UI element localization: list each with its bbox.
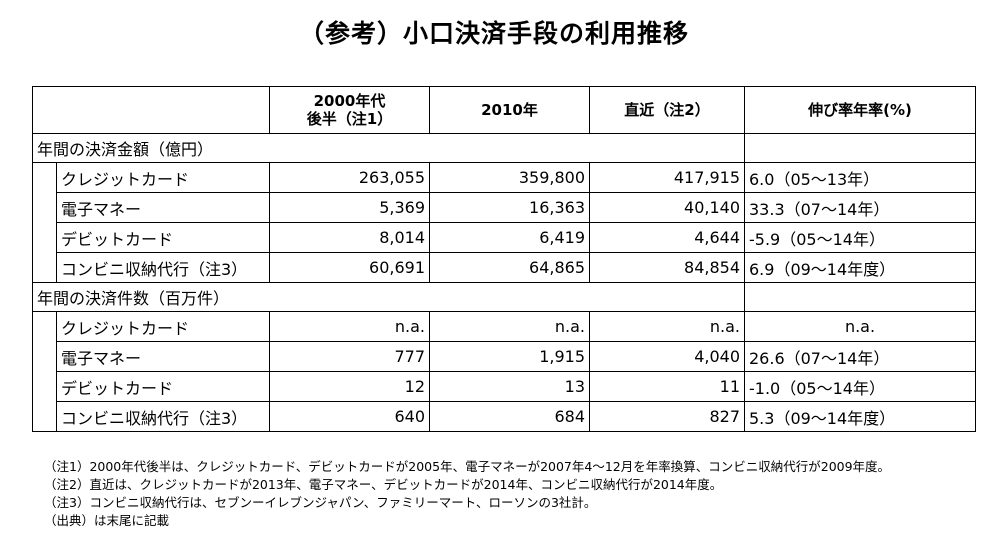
- table-row: コンビニ収納代行（注3） 640 684 827 5.3（09～14年度）: [32, 401, 976, 432]
- table-row: 電子マネー 5,369 16,363 40,140 33.3（07～14年）: [32, 192, 976, 223]
- section-growth-blank: [744, 282, 976, 312]
- value-2000s: 60,691: [269, 252, 430, 283]
- value-2010: 16,363: [429, 192, 590, 223]
- value-2000s: 12: [269, 371, 430, 402]
- note-3: （注3）コンビニ収納代行は、セブンーイレブンジャパン、ファミリーマート、ローソン…: [44, 495, 597, 510]
- value-2000s: 640: [269, 401, 430, 432]
- value-growth: 26.6（07～14年）: [744, 341, 976, 372]
- value-growth: -5.9（05～14年）: [744, 222, 976, 253]
- header-growth: 伸び率年率(%): [744, 86, 976, 134]
- value-2010: 6,419: [429, 222, 590, 253]
- value-2010: 64,865: [429, 252, 590, 283]
- value-recent: 417,915: [589, 162, 745, 193]
- value-recent: 827: [589, 401, 745, 432]
- header-2000s-label: 2000年代 後半（注1）: [306, 92, 393, 128]
- header-recent: 直近（注2）: [589, 86, 745, 134]
- row-indent: [32, 252, 57, 283]
- value-2000s: 8,014: [269, 222, 430, 253]
- section-growth-blank: [744, 133, 976, 163]
- value-2000s: 5,369: [269, 192, 430, 223]
- table-row: デビットカード 12 13 11 -1.0（05～14年）: [32, 371, 976, 402]
- note-source: （出典）は末尾に記載: [44, 513, 170, 528]
- header-2000s: 2000年代 後半（注1）: [269, 86, 430, 134]
- row-name: クレジットカード: [56, 311, 270, 342]
- row-indent: [32, 371, 57, 402]
- value-recent: 11: [589, 371, 745, 402]
- value-2000s: 263,055: [269, 162, 430, 193]
- row-name: クレジットカード: [56, 162, 270, 193]
- row-name: 電子マネー: [56, 341, 270, 372]
- row-indent: [32, 341, 57, 372]
- value-2010: 1,915: [429, 341, 590, 372]
- notes: （注1）2000年代後半は、クレジットカード、デビットカードが2005年、電子マ…: [44, 458, 984, 530]
- value-growth: n.a.: [744, 311, 976, 342]
- header-2010: 2010年: [429, 86, 590, 134]
- section-label: 年間の決済件数（百万件）: [32, 282, 745, 312]
- table-row: クレジットカード n.a. n.a. n.a. n.a.: [32, 311, 976, 342]
- value-recent: 84,854: [589, 252, 745, 283]
- page-title: （参考）小口決済手段の利用推移: [298, 19, 689, 48]
- section-label: 年間の決済金額（億円）: [32, 133, 745, 163]
- header-row: 2000年代 後半（注1） 2010年 直近（注2） 伸び率年率(%): [32, 86, 976, 134]
- note-2: （注2）直近は、クレジットカードが2013年、電子マネー、デビットカードが201…: [44, 477, 723, 492]
- value-recent: n.a.: [589, 311, 745, 342]
- value-growth: 33.3（07～14年）: [744, 192, 976, 223]
- section-row: 年間の決済件数（百万件）: [32, 282, 976, 312]
- table-row: クレジットカード 263,055 359,800 417,915 6.0（05～13年）: [32, 162, 976, 193]
- table-row: 電子マネー 777 1,915 4,040 26.6（07～14年）: [32, 341, 976, 372]
- row-name: 電子マネー: [56, 192, 270, 223]
- value-2010: n.a.: [429, 311, 590, 342]
- value-2010: 359,800: [429, 162, 590, 193]
- value-growth: 6.0（05～13年）: [744, 162, 976, 193]
- row-indent: [32, 162, 57, 193]
- value-recent: 4,644: [589, 222, 745, 253]
- value-recent: 4,040: [589, 341, 745, 372]
- row-indent: [32, 222, 57, 253]
- row-name: デビットカード: [56, 371, 270, 402]
- table-row: コンビニ収納代行（注3） 60,691 64,865 84,854 6.9（09～14年…: [32, 252, 976, 283]
- row-name: デビットカード: [56, 222, 270, 253]
- value-2010: 684: [429, 401, 590, 432]
- header-blank: [32, 86, 270, 134]
- table-row: デビットカード 8,014 6,419 4,644 -5.9（05～14年）: [32, 222, 976, 253]
- value-recent: 40,140: [589, 192, 745, 223]
- value-growth: -1.0（05～14年）: [744, 371, 976, 402]
- row-indent: [32, 192, 57, 223]
- row-indent: [32, 401, 57, 432]
- value-growth: 6.9（09～14年度）: [744, 252, 976, 283]
- value-2000s: n.a.: [269, 311, 430, 342]
- value-2010: 13: [429, 371, 590, 402]
- payment-table: 2000年代 後半（注1） 2010年 直近（注2） 伸び率年率(%) 年間の決済…: [32, 86, 976, 432]
- section-row: 年間の決済金額（億円）: [32, 133, 976, 163]
- row-name: コンビニ収納代行（注3）: [56, 252, 270, 283]
- value-growth: 5.3（09～14年度）: [744, 401, 976, 432]
- value-2000s: 777: [269, 341, 430, 372]
- row-indent: [32, 311, 57, 342]
- row-name: コンビニ収納代行（注3）: [56, 401, 270, 432]
- note-1: （注1）2000年代後半は、クレジットカード、デビットカードが2005年、電子マ…: [44, 459, 891, 474]
